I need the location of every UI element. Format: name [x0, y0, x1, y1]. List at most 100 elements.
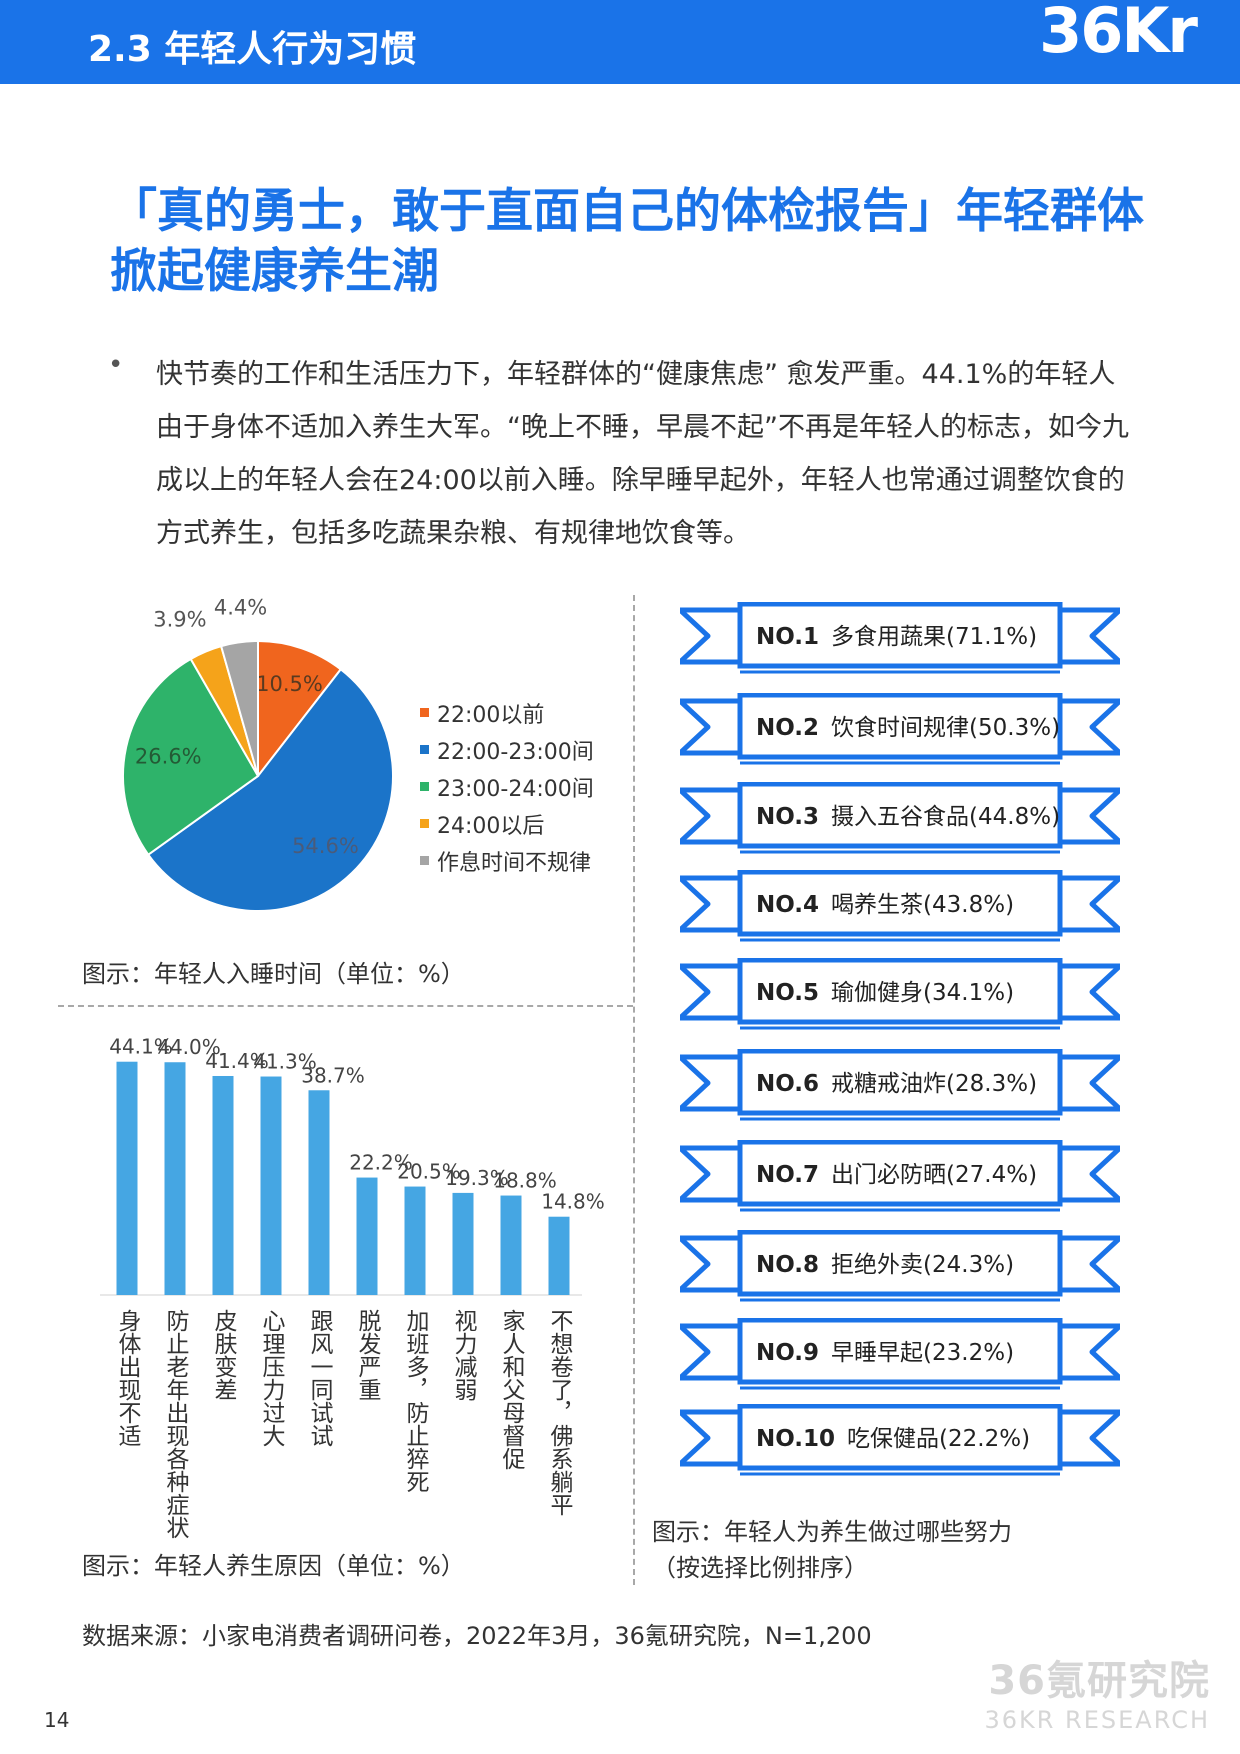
ranking-caption-line2: （按选择比例排序） — [652, 1554, 868, 1582]
ribbon-rank-7: NO.7 — [756, 1162, 820, 1188]
bar-4 — [308, 1090, 330, 1295]
bar-0 — [116, 1061, 138, 1295]
ribbon-text-1: NO.1 多食用蔬果(71.1%) — [756, 602, 1037, 672]
ranking-ribbon-2: NO.2 饮食时间规律(50.3%) — [680, 693, 1120, 767]
bar-category-label-7: 视力减弱 — [450, 1309, 478, 1401]
bar-1 — [164, 1062, 186, 1295]
bar-category-label-3: 心理压力过大 — [258, 1309, 286, 1447]
bar-3 — [260, 1076, 282, 1295]
ribbon-text-2: NO.2 饮食时间规律(50.3%) — [756, 693, 1060, 763]
pie-caption: 图示：年轻人入睡时间（单位：%） — [82, 960, 465, 988]
ribbon-text-9: NO.9 早睡早起(23.2%) — [756, 1318, 1014, 1388]
bar-7 — [452, 1192, 474, 1295]
legend-swatch-0 — [420, 708, 429, 717]
bar-category-label-8: 家人和父母督促 — [498, 1309, 526, 1470]
ribbon-label-9: 早睡早起(23.2%) — [831, 1340, 1015, 1366]
ribbon-banner-icon — [680, 782, 1120, 854]
pie-slice-0 — [257, 639, 343, 779]
pie-slice-4 — [219, 639, 259, 777]
ribbon-text-4: NO.4 喝养生茶(43.8%) — [756, 870, 1014, 940]
bar-category-label-2: 皮肤变差 — [210, 1309, 238, 1401]
legend-swatch-4 — [420, 856, 429, 865]
bar-2 — [212, 1075, 234, 1295]
bar-value-label-3: 41.3% — [253, 1050, 317, 1074]
bar-category-label-0: 身体出现不适 — [114, 1309, 142, 1447]
pie-label-0: 10.5% — [256, 672, 323, 696]
legend-item-1: 22:00-23:00间 — [420, 731, 594, 768]
bar-value-label-4: 38.7% — [301, 1063, 365, 1087]
ribbon-banner-icon — [680, 602, 1120, 674]
legend-label-3: 24:00以后 — [437, 813, 545, 839]
bar-caption: 图示：年轻人养生原因（单位：%） — [82, 1552, 465, 1580]
bar-value-label-1: 44.0% — [157, 1035, 221, 1059]
ribbon-rank-9: NO.9 — [756, 1340, 820, 1366]
pie-slice-2 — [122, 657, 260, 857]
pie-label-4: 4.4% — [214, 596, 267, 620]
watermark: 36氪研究院 36KR RESEARCH — [984, 1648, 1210, 1734]
ribbon-label-5: 瑜伽健身(34.1%) — [831, 980, 1015, 1006]
ribbon-text-5: NO.5 瑜伽健身(34.1%) — [756, 958, 1014, 1028]
intro-paragraph: 快节奏的工作和生活压力下，年轻群体的“健康焦虑” 愈发严重。44.1%的年轻人由… — [156, 359, 1129, 549]
ribbon-text-7: NO.7 出门必防晒(27.4%) — [756, 1140, 1037, 1210]
bar-5 — [356, 1177, 378, 1295]
ribbon-label-10: 吃保健品(22.2%) — [847, 1426, 1031, 1452]
header-bar: 2.3 年轻人行为习惯 36Kr — [0, 0, 1240, 84]
ranking-caption-line1: 图示：年轻人为养生做过哪些努力 — [652, 1518, 1012, 1546]
ribbon-label-3: 摄入五谷食品(44.8%) — [831, 804, 1061, 830]
watermark-main: 36氪研究院 — [988, 1658, 1210, 1704]
ranking-ribbon-6: NO.6 戒糖戒油炸(28.3%) — [680, 1049, 1120, 1123]
legend-label-1: 22:00-23:00间 — [437, 739, 594, 765]
pie-slice-1 — [146, 667, 394, 912]
ribbon-banner-icon — [680, 1140, 1120, 1212]
horizontal-divider — [58, 1005, 633, 1007]
pie-label-2: 26.6% — [135, 745, 202, 769]
legend-label-2: 23:00-24:00间 — [437, 776, 594, 802]
bar-value-label-9: 14.8% — [541, 1190, 605, 1214]
sleep-time-pie-chart: 10.5% 54.6% 26.6% 3.9% 4.4% — [122, 596, 394, 912]
bar-8 — [500, 1195, 522, 1295]
logo-text: 36Kr — [1039, 0, 1198, 67]
ribbon-banner-icon — [680, 1404, 1120, 1476]
ribbon-rank-3: NO.3 — [756, 804, 820, 830]
ribbon-rank-1: NO.1 — [756, 624, 820, 650]
ribbon-label-6: 戒糖戒油炸(28.3%) — [831, 1071, 1038, 1097]
ribbon-label-4: 喝养生茶(43.8%) — [831, 892, 1015, 918]
bar-category-label-5: 脱发严重 — [354, 1309, 382, 1401]
ranking-ribbon-5: NO.5 瑜伽健身(34.1%) — [680, 958, 1120, 1032]
ribbon-banner-icon — [680, 870, 1120, 942]
pie-legend: 22:00以前 22:00-23:00间 23:00-24:00间 24:00以后作息… — [420, 694, 594, 879]
ribbon-text-6: NO.6 戒糖戒油炸(28.3%) — [756, 1049, 1037, 1119]
legend-item-0: 22:00以前 — [420, 694, 594, 731]
bar-9 — [548, 1216, 570, 1295]
bar-6 — [404, 1186, 426, 1295]
legend-item-3: 24:00以后 — [420, 805, 594, 842]
ribbon-rank-4: NO.4 — [756, 892, 820, 918]
ranking-ribbon-10: NO.10 吃保健品(22.2%) — [680, 1404, 1120, 1478]
ribbon-label-1: 多食用蔬果(71.1%) — [831, 624, 1038, 650]
ribbon-rank-5: NO.5 — [756, 980, 820, 1006]
ribbon-text-3: NO.3 摄入五谷食品(44.8%) — [756, 782, 1060, 852]
ribbon-rank-8: NO.8 — [756, 1252, 820, 1278]
legend-label-0: 22:00以前 — [437, 702, 545, 728]
legend-label-4: 作息时间不规律 — [437, 850, 592, 876]
legend-swatch-3 — [420, 819, 429, 828]
bar-value-label-0: 44.1% — [109, 1035, 173, 1059]
section-title: 2.3 年轻人行为习惯 — [88, 29, 417, 70]
bar-category-label-4: 跟风一同试试 — [306, 1309, 334, 1447]
ribbon-rank-2: NO.2 — [756, 715, 820, 741]
watermark-sub: 36KR RESEARCH — [984, 1706, 1210, 1734]
bar-category-label-9: 不想卷了，佛系躺平 — [546, 1309, 574, 1516]
ranking-ribbon-4: NO.4 喝养生茶(43.8%) — [680, 870, 1120, 944]
page-number: 14 — [44, 1708, 70, 1732]
brand-logo: 36Kr — [1039, 0, 1240, 84]
pie-label-3: 3.9% — [153, 607, 206, 631]
bar-value-label-6: 20.5% — [397, 1160, 461, 1184]
ribbon-label-7: 出门必防晒(27.4%) — [831, 1162, 1038, 1188]
ribbon-rank-6: NO.6 — [756, 1071, 820, 1097]
vertical-divider — [633, 595, 635, 1585]
pie-label-1: 54.6% — [292, 834, 359, 858]
bar-value-label-7: 19.3% — [445, 1166, 509, 1190]
ribbon-text-8: NO.8 拒绝外卖(24.3%) — [756, 1230, 1014, 1300]
bullet-icon: • — [108, 350, 124, 380]
ribbon-rank-10: NO.10 — [756, 1426, 836, 1452]
